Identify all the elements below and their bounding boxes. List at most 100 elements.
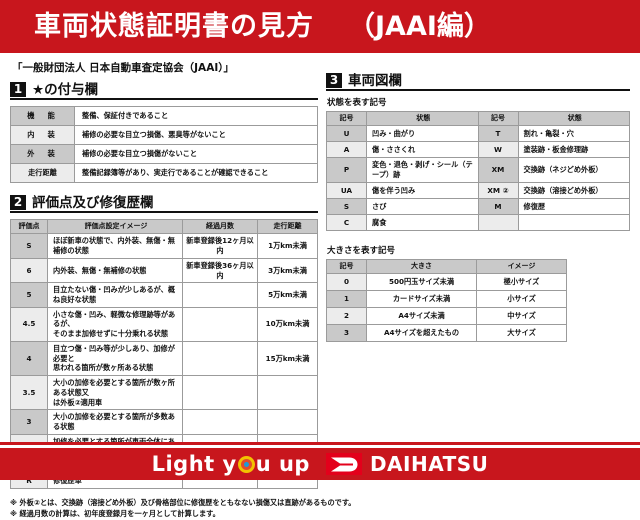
condition-symbol-right: XM ② [477,181,519,199]
table-row: S ほぼ新車の状態で、内外装、無傷・無補修の状態 新車登録後12ヶ月以内 1万km未満 [10,233,318,259]
evaluation-score-months: 新車登録後12ヶ月以内 [182,233,258,259]
evaluation-score-months [182,409,258,435]
association-name: 「一般財団法人 日本自動車査定協会（JAAI）」 [12,62,234,74]
size-symbol-header: 大きさ [366,258,477,275]
size-symbol-value: 3 [326,324,367,343]
size-symbol-size: 500円玉サイズ未満 [366,273,477,292]
page-title-suffix: （JAAI編） [348,11,491,42]
evaluation-score-months [182,306,258,342]
condition-description-left: 腐食 [366,213,479,231]
evaluation-score-distance [257,375,318,411]
table-row: A 傷・ささくれ W 塗装跡・板金修理跡 [326,141,630,159]
condition-symbol-right: W [477,141,519,159]
condition-description-right: 塗装跡・板金修理跡 [517,141,630,159]
size-symbol-image: 大サイズ [476,324,567,343]
table-header-row: 評価点 評価点設定イメージ 経過月数 走行距離 [10,218,318,235]
star-criteria-key: 内 装 [10,125,75,145]
table-row: 4 目立つ傷・凹み等が少しあり、加修が必要と 思われる箇所が数ヶ所ある状態 15万km… [10,340,318,377]
size-table-caption: 大きさを表す記号 [327,245,396,256]
evaluation-score-value: 5 [10,282,48,308]
brand-name: DAIHATSU [369,452,489,476]
table-row: 外 装補修の必要な目立つ損傷がないこと [10,144,318,164]
condition-symbol-header: 状態 [366,110,479,127]
condition-symbol-header: 記号 [477,110,519,127]
size-symbol-value: 0 [326,273,367,292]
star-criteria-value: 補修の必要な目立つ損傷がないこと [74,144,318,164]
section-2-heading: 2 評価点及び修復歴欄 [10,195,318,213]
evaluation-score-distance: 1万km未満 [257,233,318,259]
table-row: 内 装補修の必要な目立つ損傷、悪臭等がないこと [10,125,318,145]
star-criteria-key: 外 装 [10,144,75,164]
size-symbol-header: イメージ [476,258,567,275]
evaluation-score-value: 4.5 [10,306,48,342]
table-row: UA 傷を伴う凹み XM ② 交換跡（溶接どめ外板） [326,181,630,199]
evaluation-score-months [182,375,258,411]
evaluation-score-description: 内外装、無傷・無補修の状態 [47,257,183,284]
tagline-text-before: Light y [151,451,237,476]
table-header-row: 記号 状態 記号 状態 [326,110,630,127]
size-symbol-value: 1 [326,290,367,309]
section-3-heading: 3 車両図欄 [326,73,630,91]
size-symbol-image: 中サイズ [476,307,567,326]
table-row: 1 カードサイズ未満 小サイズ [326,290,567,309]
condition-symbol-header: 記号 [326,110,367,127]
section-3-title: 車両図欄 [348,72,402,89]
table-row: 機 能整備、保証付きであること [10,106,318,126]
section-1-heading: 1 ★の付与欄 [10,82,318,100]
evaluation-score-months [182,282,258,308]
evaluation-score-distance: 15万km未満 [257,340,318,377]
section-2-title: 評価点及び修復歴欄 [32,194,154,211]
condition-symbol-header: 状態 [517,110,630,127]
condition-description-right: 交換跡（ネジどめ外板） [517,157,630,183]
condition-description-right: 割れ・亀裂・穴 [517,125,630,143]
evaluation-score-head: 評価点 評価点設定イメージ 経過月数 走行距離 [10,218,318,235]
brand-tagline: Light y u up [151,451,310,476]
evaluation-score-description: 目立つ傷・凹み等が少しあり、加修が必要と 思われる箇所が数ヶ所ある状態 [47,340,183,377]
evaluation-score-months: 新車登録後36ヶ月以内 [182,257,258,284]
table-row: U 凹み・曲がり T 割れ・亀裂・穴 [326,125,630,143]
size-symbol-image: 小サイズ [476,290,567,309]
concentric-circle-icon [237,455,255,473]
evaluation-score-distance: 10万km未満 [257,306,318,342]
condition-symbol-left: C [326,213,367,231]
evaluation-score-header: 評価点設定イメージ [47,218,183,235]
table-row: 走行距離 整備記録簿等があり、実走行であることが確認できること [10,163,318,183]
table-header-row: 記号 大きさ イメージ [326,258,567,275]
footer-divider-gap [0,445,640,448]
section-2-number: 2 [10,195,26,210]
footnote-line: ※ 外板②とは、交換跡（溶接どめ外板）及び骨格部位に修復歴をともなない損傷又は直… [10,498,356,508]
page-footer: Light y u up DAIHATSU [0,442,640,480]
evaluation-score-value: S [10,233,48,259]
evaluation-score-description: 目立たない傷・凹みが少しあるが、概ね良好な状態 [47,282,183,308]
table-row: 2 A4サイズ未満 中サイズ [326,307,567,326]
evaluation-score-header: 経過月数 [182,218,258,235]
condition-symbol-body: U 凹み・曲がり T 割れ・亀裂・穴 A 傷・ささくれ W 塗装跡・板金修理跡 P 変色・退色・剥… [326,125,630,231]
evaluation-score-months [182,340,258,377]
condition-symbol-right: T [477,125,519,143]
table-row: 3 大小の加修を必要とする箇所が多数ある状態 [10,409,318,435]
condition-symbol-right: XM [477,157,519,183]
evaluation-score-value: 3.5 [10,375,48,411]
page-title: 車両状態証明書の見方 [34,11,314,42]
table-row: S さび M 修復歴 [326,197,630,215]
section-1-number: 1 [10,82,26,97]
table-row: 3.5 大小の加修を必要とする箇所が数ヶ所ある状態又 は外板②適用車 [10,375,318,411]
size-symbol-image: 極小サイズ [476,273,567,292]
size-symbol-body: 0 500円玉サイズ未満 極小サイズ 1 カードサイズ未満 小サイズ 2 A4サイズ未満 中サイ… [326,273,567,343]
size-symbol-size: A4サイズを超えたもの [366,324,477,343]
condition-symbol-head: 記号 状態 記号 状態 [326,110,630,127]
condition-symbol-left: U [326,125,367,143]
size-symbol-table: 記号 大きさ イメージ 0 500円玉サイズ未満 極小サイズ 1 カードサイズ未満 小サイズ 2… [326,258,567,343]
table-row: 3 A4サイズを超えたもの 大サイズ [326,324,567,343]
evaluation-score-description: 小さな傷・凹み、軽微な修理跡等があるが、 そのまま加修せずに十分乗れる状態 [47,306,183,342]
table-row: P 変色・退色・剥げ・シール（テープ）跡 XM 交換跡（ネジどめ外板） [326,157,630,183]
evaluation-score-value: 6 [10,257,48,284]
condition-symbol-table: 記号 状態 記号 状態 U 凹み・曲がり T 割れ・亀裂・穴 A 傷・ささくれ W 塗装跡・板金修理… [326,110,630,231]
star-criteria-body: 機 能整備、保証付きであること内 装補修の必要な目立つ損傷、悪臭等がないこと外 … [10,106,318,183]
condition-description-left: 変色・退色・剥げ・シール（テープ）跡 [366,157,479,183]
table-row: C 腐食 [326,213,630,231]
condition-description-right: 交換跡（溶接どめ外板） [517,181,630,199]
evaluation-score-description: 大小の加修を必要とする箇所が数ヶ所ある状態又 は外板②適用車 [47,375,183,411]
section-1-title: ★の付与欄 [32,81,99,98]
size-symbol-head: 記号 大きさ イメージ [326,258,567,275]
